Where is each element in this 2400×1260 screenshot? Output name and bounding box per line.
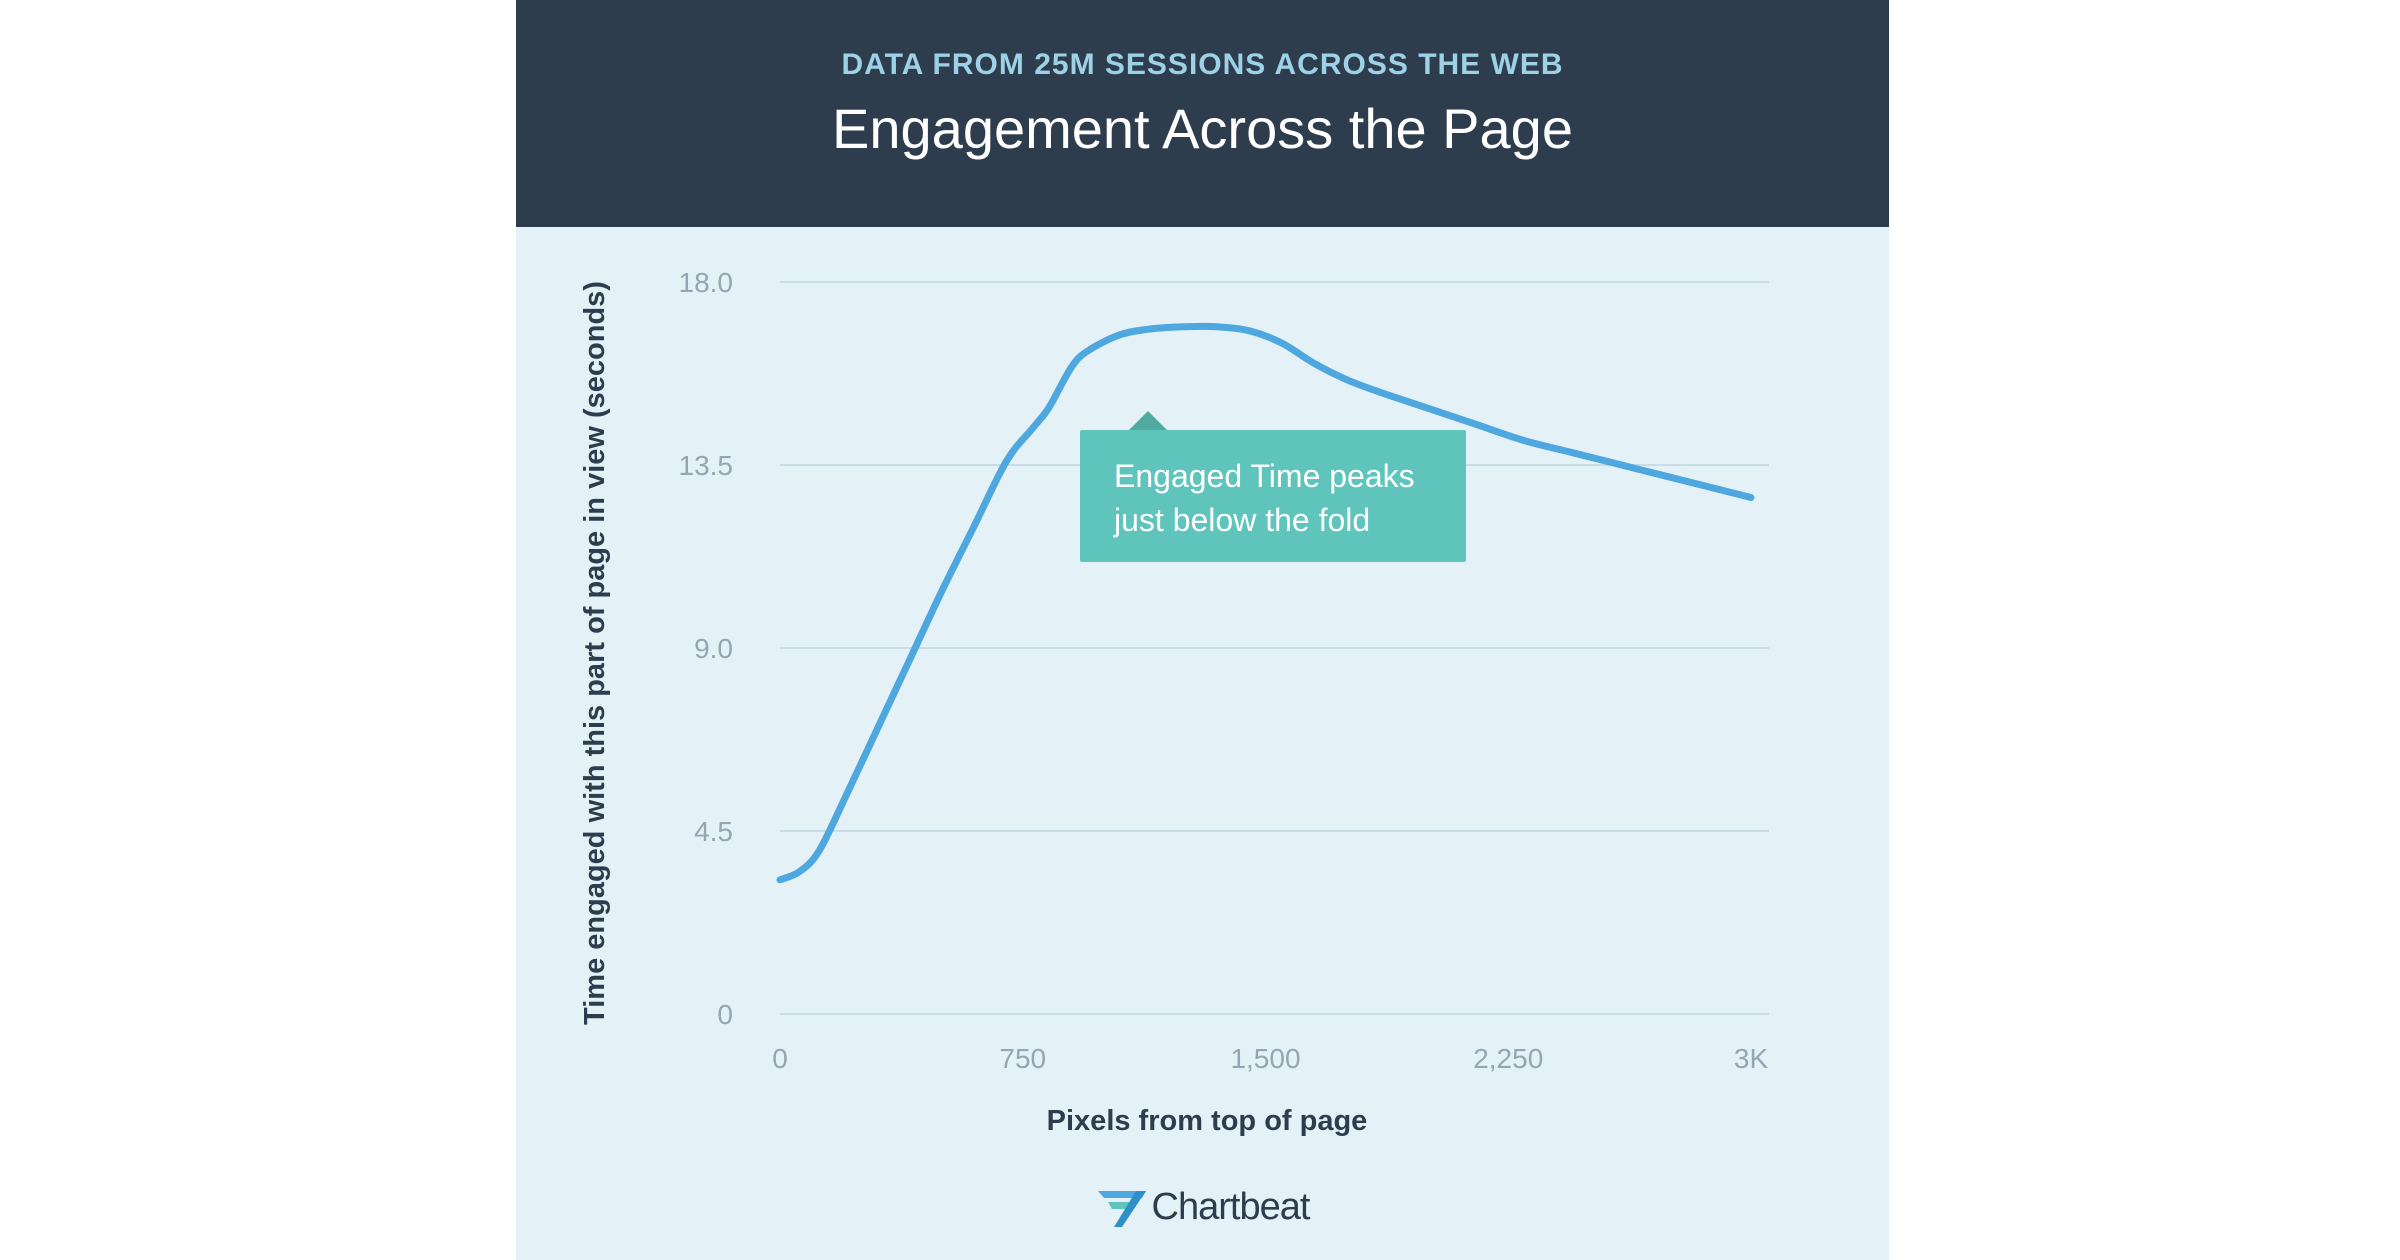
x-tick-label: 2,250 bbox=[1473, 1043, 1543, 1074]
y-tick-label: 9.0 bbox=[694, 633, 733, 664]
x-tick-label: 0 bbox=[772, 1043, 788, 1074]
brand-name: Chartbeat bbox=[1151, 1185, 1311, 1228]
callout-line-1: Engaged Time peaks bbox=[1114, 458, 1415, 494]
y-tick-label: 4.5 bbox=[694, 816, 733, 847]
y-tick-label: 0 bbox=[717, 999, 733, 1030]
x-tick-label: 1,500 bbox=[1230, 1043, 1300, 1074]
y-axis-ticks: 0 4.5 9.0 13.5 18.0 bbox=[679, 267, 734, 1030]
y-tick-label: 13.5 bbox=[679, 450, 734, 481]
callout-pointer bbox=[1129, 411, 1167, 430]
chartbeat-logo-icon bbox=[1097, 1191, 1146, 1227]
x-axis-title: Pixels from top of page bbox=[1047, 1105, 1368, 1137]
line-chart: 0 4.5 9.0 13.5 18.0 0 750 1,500 2,250 3K Time en… bbox=[579, 267, 1769, 1137]
chart-card: DATA FROM 25M SESSIONS ACROSS THE WEB En… bbox=[516, 0, 1889, 1260]
chart-title: Engagement Across the Page bbox=[832, 97, 1573, 160]
engaged-time-line bbox=[776, 322, 1755, 884]
peak-callout: Engaged Time peaks just below the fold bbox=[1080, 430, 1466, 562]
x-tick-label: 3K bbox=[1734, 1043, 1769, 1074]
chartbeat-logo: Chartbeat bbox=[516, 1184, 1889, 1230]
chart-header: DATA FROM 25M SESSIONS ACROSS THE WEB En… bbox=[516, 0, 1889, 227]
x-axis-ticks: 0 750 1,500 2,250 3K bbox=[772, 1043, 1768, 1074]
gridlines bbox=[780, 281, 1769, 1015]
y-axis-title: Time engaged with this part of page in v… bbox=[579, 281, 611, 1025]
x-tick-label: 750 bbox=[999, 1043, 1046, 1074]
callout-line-2: just below the fold bbox=[1114, 502, 1371, 538]
y-tick-label: 18.0 bbox=[679, 267, 734, 298]
chart-subtitle: DATA FROM 25M SESSIONS ACROSS THE WEB bbox=[841, 48, 1564, 81]
